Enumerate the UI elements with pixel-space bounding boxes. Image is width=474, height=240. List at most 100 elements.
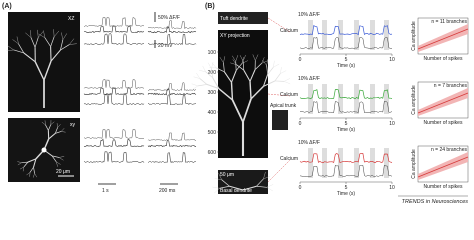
- trace: [299, 165, 393, 177]
- x-axis-label: Number of spikes: [424, 184, 463, 190]
- spike-window: [384, 20, 389, 50]
- trace: [83, 128, 145, 140]
- connector: [267, 17, 291, 33]
- dendrite: [266, 65, 269, 75]
- dendrite: [34, 37, 39, 48]
- connector: [267, 93, 291, 97]
- spike-window: [322, 20, 327, 50]
- panel-label: (A): [2, 3, 12, 10]
- dendrite: [34, 61, 45, 81]
- dendrite: [196, 72, 201, 79]
- dendrite: [50, 49, 61, 62]
- dendrite: [197, 84, 207, 87]
- dendrite: [243, 69, 251, 82]
- dendrite: [199, 70, 206, 72]
- x-axis-label: Number of spikes: [424, 56, 463, 62]
- dendrite: [62, 33, 67, 40]
- dendrite: [69, 38, 75, 45]
- dendrite: [231, 99, 244, 123]
- dendrite: [230, 62, 237, 65]
- dendrite: [206, 83, 220, 90]
- image-label: XZ: [68, 16, 74, 22]
- dendrite: [25, 32, 32, 38]
- dendrite: [242, 185, 257, 191]
- dendrite: [50, 36, 55, 47]
- depth-tick: 400: [208, 110, 217, 116]
- dendrite: [262, 59, 267, 66]
- plot-frame: [417, 145, 469, 183]
- dendrite: [242, 61, 245, 71]
- dendrite: [50, 121, 55, 125]
- image-label: Basal dendrite: [220, 188, 252, 194]
- trace: [147, 33, 197, 46]
- dendrite: [283, 78, 290, 82]
- dendrite: [33, 173, 35, 178]
- trace: [299, 89, 393, 100]
- confidence-band: [418, 88, 468, 116]
- trace: [299, 152, 393, 164]
- dendrite: [48, 132, 56, 140]
- spike-window: [308, 84, 313, 114]
- dendrite: [7, 45, 14, 51]
- dendrite: [60, 44, 70, 51]
- trace-rows: 10% ΔF/F Calcium 0 5 10 Time (s) n = 11 branch…: [267, 12, 469, 197]
- footer: TRENDS in Neurosciences: [402, 199, 469, 205]
- annotation: n = 11 branches: [431, 19, 467, 25]
- dendrite: [266, 58, 269, 66]
- trace: [83, 151, 145, 164]
- dendrite: [38, 33, 46, 38]
- dendrite: [53, 30, 60, 37]
- scale-label: 10% ΔF/F: [298, 12, 320, 18]
- dendrite: [34, 173, 37, 178]
- dendrite: [199, 78, 208, 85]
- dendrite: [21, 161, 28, 164]
- dendrite: [12, 39, 19, 45]
- dendrite: [280, 67, 282, 74]
- x-axis-label: Number of spikes: [424, 120, 463, 126]
- x-axis-label: Time (s): [337, 63, 355, 69]
- spike-window: [354, 148, 359, 178]
- depth-tick: 500: [208, 130, 217, 136]
- soma: [41, 147, 47, 153]
- spike-window: [338, 148, 343, 178]
- trace: [83, 24, 145, 34]
- dendrite: [255, 54, 259, 61]
- dendrite: [38, 31, 44, 38]
- trace: [147, 26, 197, 34]
- depth-tick: 100: [208, 50, 217, 56]
- dendrite: [214, 178, 222, 180]
- connector: [267, 159, 291, 183]
- dendrite: [212, 77, 220, 89]
- depth-tick: 600: [208, 150, 217, 156]
- dendrite: [208, 62, 212, 69]
- trace: [147, 82, 197, 92]
- dendrite: [69, 43, 77, 45]
- scale-label: 10% ΔF/F: [298, 76, 320, 82]
- spike-window: [384, 148, 389, 178]
- dendrite: [274, 73, 281, 82]
- dendrite: [52, 155, 60, 158]
- dendrite: [232, 55, 236, 62]
- dendrite: [33, 158, 37, 168]
- image-label: Tuft dendrite: [220, 16, 248, 22]
- confidence-band: [418, 152, 468, 180]
- dendrite: [219, 57, 224, 63]
- dendrite: [60, 39, 64, 51]
- dendrite: [266, 184, 274, 188]
- dendrite: [29, 166, 34, 173]
- dendrite: [267, 67, 274, 75]
- dendrite: [211, 62, 217, 68]
- trace: [147, 151, 196, 164]
- fit-line: [417, 28, 469, 50]
- trace: [83, 79, 145, 90]
- dendrite: [263, 175, 271, 180]
- dendrite: [56, 161, 61, 165]
- dendrite: [232, 59, 237, 65]
- dendrite: [41, 121, 46, 125]
- x-tick-label: 10: [389, 185, 395, 191]
- dendrite: [191, 83, 198, 87]
- x-tick-label: 0: [299, 185, 302, 191]
- dendrite: [202, 65, 206, 72]
- dendrite: [256, 185, 267, 188]
- dendrite: [56, 161, 58, 167]
